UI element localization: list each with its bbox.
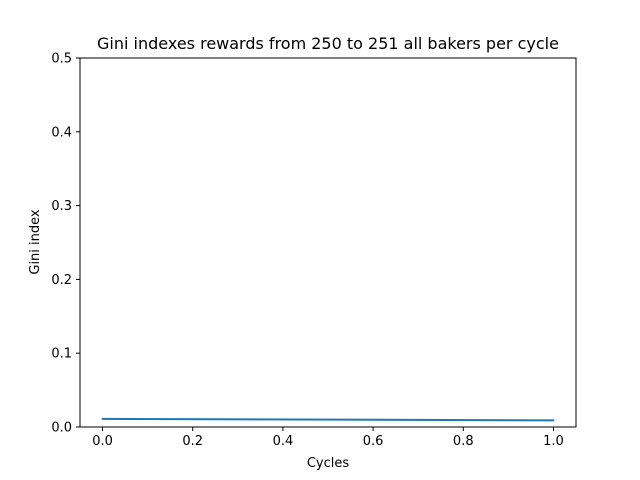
axes-frame xyxy=(79,57,577,428)
x-axis-ticks: 0.0 0.2 0.4 0.6 0.8 1.0 xyxy=(92,427,564,449)
y-tick-label: 0.2 xyxy=(51,273,72,288)
x-tick-label: 0.0 xyxy=(92,434,113,449)
y-axis-label: Gini index xyxy=(28,209,43,275)
x-tick-label: 0.8 xyxy=(453,434,474,449)
chart-title: Gini indexes rewards from 250 to 251 all… xyxy=(97,34,559,53)
plot-area: 0.0 0.2 0.4 0.6 0.8 1.0 0.0 0.1 0.2 0.3 0.4 0.5 xyxy=(51,52,577,449)
y-tick-label: 0.3 xyxy=(51,199,72,214)
y-tick-label: 0.4 xyxy=(51,125,72,140)
y-tick-label: 0.0 xyxy=(51,421,72,436)
x-axis-label: Cycles xyxy=(307,456,350,471)
y-tick-label: 0.5 xyxy=(51,52,72,67)
y-axis-ticks: 0.0 0.1 0.2 0.3 0.4 0.5 xyxy=(51,52,80,436)
y-tick-label: 0.1 xyxy=(51,347,72,362)
series-lines xyxy=(101,417,555,422)
x-tick-label: 1.0 xyxy=(543,434,564,449)
x-tick-label: 0.4 xyxy=(273,434,294,449)
x-tick-label: 0.6 xyxy=(363,434,384,449)
x-tick-label: 0.2 xyxy=(182,434,203,449)
series-line xyxy=(101,417,555,422)
